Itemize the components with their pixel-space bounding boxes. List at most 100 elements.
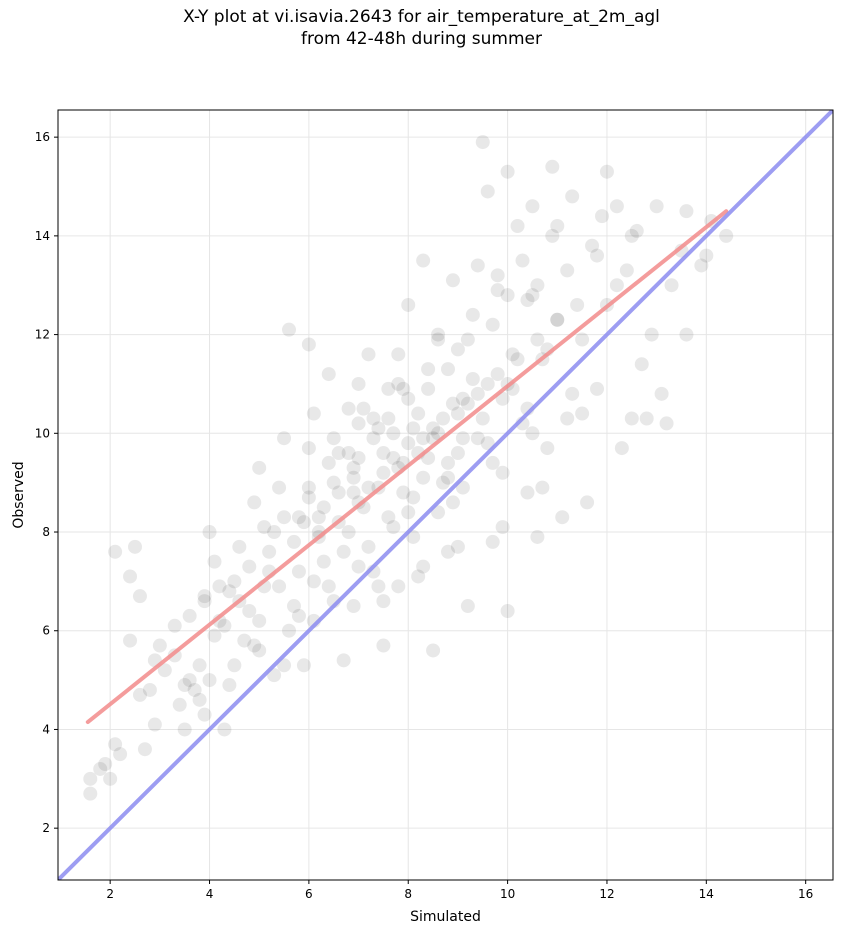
data-point — [500, 164, 515, 179]
data-point — [455, 391, 470, 406]
data-point — [321, 455, 336, 470]
data-point — [619, 263, 634, 278]
data-point — [515, 253, 530, 268]
data-point — [475, 135, 490, 150]
data-point — [450, 406, 465, 421]
data-point — [480, 436, 495, 451]
data-point — [545, 159, 560, 174]
data-point — [346, 460, 361, 475]
data-point — [192, 658, 207, 673]
data-point — [416, 431, 431, 446]
data-point — [445, 495, 460, 510]
data-point — [460, 396, 475, 411]
data-point — [108, 737, 123, 752]
data-point — [192, 692, 207, 707]
data-point — [222, 584, 237, 599]
data-point — [336, 653, 351, 668]
data-point — [341, 446, 356, 461]
data-point — [485, 455, 500, 470]
data-point — [465, 307, 480, 322]
data-point — [694, 258, 709, 273]
data-point — [460, 599, 475, 614]
data-point — [525, 288, 540, 303]
data-point — [301, 441, 316, 456]
data-point — [525, 199, 540, 214]
fit-lines — [58, 110, 833, 880]
data-point — [440, 362, 455, 377]
data-point — [629, 223, 644, 238]
data-point — [376, 594, 391, 609]
chart-title: X-Y plot at vi.isavia.2643 for air_tempe… — [183, 7, 660, 49]
x-tick-label: 2 — [106, 887, 114, 901]
data-point — [351, 416, 366, 431]
data-point — [172, 697, 187, 712]
data-point — [634, 357, 649, 372]
data-point — [495, 465, 510, 480]
data-point — [346, 485, 361, 500]
data-point — [108, 544, 123, 559]
data-point — [609, 278, 624, 293]
data-point — [470, 431, 485, 446]
data-point — [242, 603, 257, 618]
data-point — [396, 485, 411, 500]
data-point — [485, 534, 500, 549]
y-tick-label: 16 — [35, 130, 50, 144]
data-point — [599, 164, 614, 179]
data-point — [356, 401, 371, 416]
data-point — [396, 381, 411, 396]
data-point — [128, 539, 143, 554]
data-point — [132, 687, 147, 702]
y-tick-label: 14 — [35, 229, 50, 243]
y-tick-label: 6 — [42, 624, 50, 638]
plot-frame — [57, 109, 834, 881]
data-point — [83, 786, 98, 801]
data-point — [361, 480, 376, 495]
data-point — [321, 367, 336, 382]
data-point — [336, 544, 351, 559]
x-tick-label: 16 — [798, 887, 813, 901]
data-point — [391, 347, 406, 362]
data-point — [391, 579, 406, 594]
data-point — [560, 263, 575, 278]
data-point — [530, 332, 545, 347]
data-point — [609, 199, 624, 214]
data-point — [376, 446, 391, 461]
data-point — [103, 771, 118, 786]
data-point — [575, 406, 590, 421]
data-point — [406, 529, 421, 544]
data-point — [182, 608, 197, 623]
data-point — [326, 475, 341, 490]
data-point — [500, 603, 515, 618]
data-point — [674, 243, 689, 258]
data-point — [286, 599, 301, 614]
data-point — [321, 579, 336, 594]
data-point — [505, 347, 520, 362]
x-tick-label: 4 — [206, 887, 214, 901]
data-point — [311, 510, 326, 525]
data-point — [401, 436, 416, 451]
data-point — [361, 539, 376, 554]
axis-ticks: 2 4 6 8 10 12 14 16 2 4 6 8 10 12 14 16 — [35, 130, 814, 901]
data-point — [450, 446, 465, 461]
data-point — [555, 510, 570, 525]
data-point — [291, 510, 306, 525]
data-point — [326, 431, 341, 446]
data-point — [520, 293, 535, 308]
x-tick-label: 10 — [500, 887, 515, 901]
data-point — [540, 441, 555, 456]
data-point — [485, 317, 500, 332]
data-point — [272, 480, 287, 495]
data-point — [445, 273, 460, 288]
data-point — [331, 446, 346, 461]
data-point — [277, 431, 292, 446]
data-point — [227, 658, 242, 673]
data-point — [301, 480, 316, 495]
data-point — [137, 742, 152, 757]
data-point — [306, 574, 321, 589]
y-tick-label: 2 — [42, 821, 50, 835]
data-point — [411, 569, 426, 584]
data-point — [480, 184, 495, 199]
data-point — [719, 228, 734, 243]
data-point — [406, 490, 421, 505]
data-point — [699, 248, 714, 263]
